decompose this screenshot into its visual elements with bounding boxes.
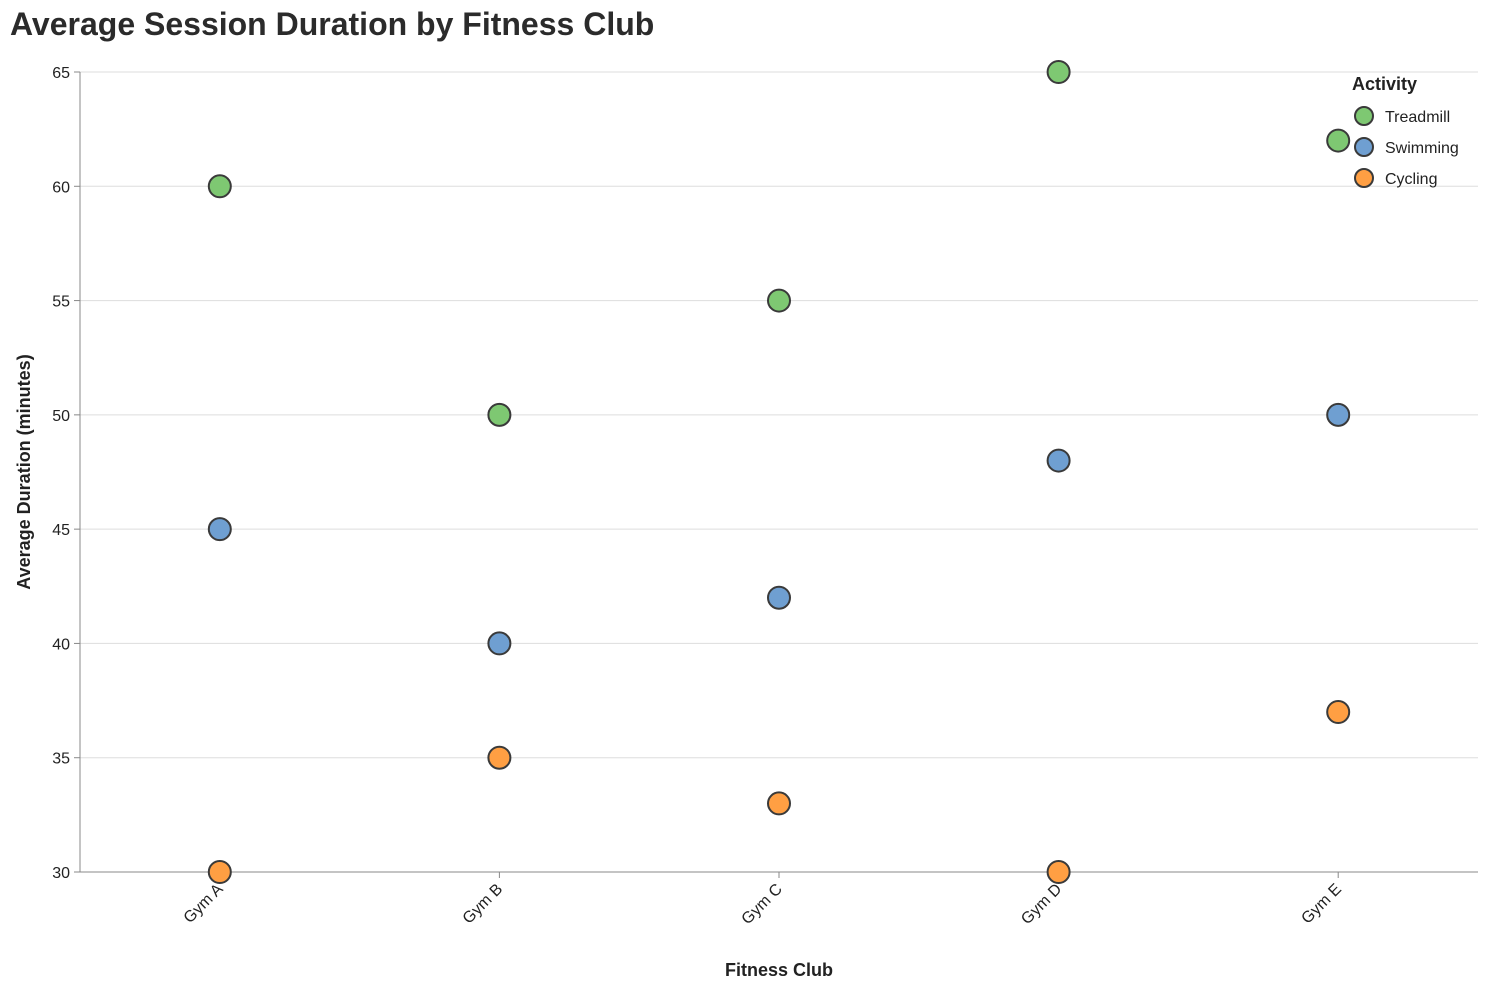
data-point-swimming[interactable] (1046, 448, 1071, 473)
x-tick-label: Gym D (1018, 881, 1065, 928)
legend-symbol-swimming[interactable] (1354, 137, 1374, 157)
y-axis-title: Average Duration (minutes) (14, 354, 34, 589)
data-point-treadmill[interactable] (1326, 128, 1351, 153)
grid-lines (80, 71, 1478, 873)
data-point-cycling[interactable] (207, 860, 232, 884)
chart-title: Average Session Duration by Fitness Club (10, 6, 655, 42)
data-point-treadmill[interactable] (767, 288, 791, 313)
x-tick-label: Gym E (1298, 881, 1345, 928)
data-point-treadmill[interactable] (1046, 60, 1071, 84)
data-point-treadmill[interactable] (487, 402, 512, 427)
x-tick-label: Gym C (739, 881, 786, 928)
data-point-cycling[interactable] (767, 791, 791, 816)
data-point-swimming[interactable] (207, 517, 232, 542)
data-point-treadmill[interactable] (207, 174, 232, 199)
axes: 30 35 40 45 50 55 60 65 Gym A Gym B Gym C Gym D Gym … (52, 65, 1478, 928)
data-point-swimming[interactable] (1326, 402, 1351, 427)
x-axis-title: Fitness Club (725, 960, 833, 980)
y-tick-label: 45 (52, 522, 70, 539)
legend-symbol-cycling[interactable] (1354, 168, 1374, 188)
legend-label-swimming[interactable]: Swimming (1385, 140, 1459, 157)
data-point-cycling[interactable] (1046, 860, 1071, 884)
legend-symbol-treadmill[interactable] (1354, 106, 1374, 126)
data-point-swimming[interactable] (487, 631, 512, 656)
legend[interactable]: Activity Treadmill Swimming Cycling (1352, 74, 1459, 188)
y-tick-label: 35 (52, 751, 70, 768)
y-tick-label: 40 (52, 636, 70, 653)
data-point-swimming[interactable] (767, 585, 791, 610)
x-tick-label: Gym B (460, 881, 507, 928)
y-tick-label: 30 (52, 865, 70, 882)
legend-label-cycling[interactable]: Cycling (1385, 171, 1437, 188)
y-tick-label: 60 (52, 179, 70, 196)
y-tick-label: 65 (52, 65, 70, 82)
data-point-cycling[interactable] (1326, 700, 1351, 724)
x-tick-label: Gym A (181, 881, 227, 927)
y-tick-label: 55 (52, 294, 70, 311)
legend-label-treadmill[interactable]: Treadmill (1385, 109, 1450, 126)
legend-title: Activity (1352, 74, 1417, 94)
y-tick-label: 50 (52, 408, 70, 425)
data-point-cycling[interactable] (487, 745, 512, 770)
data-points (207, 60, 1351, 884)
